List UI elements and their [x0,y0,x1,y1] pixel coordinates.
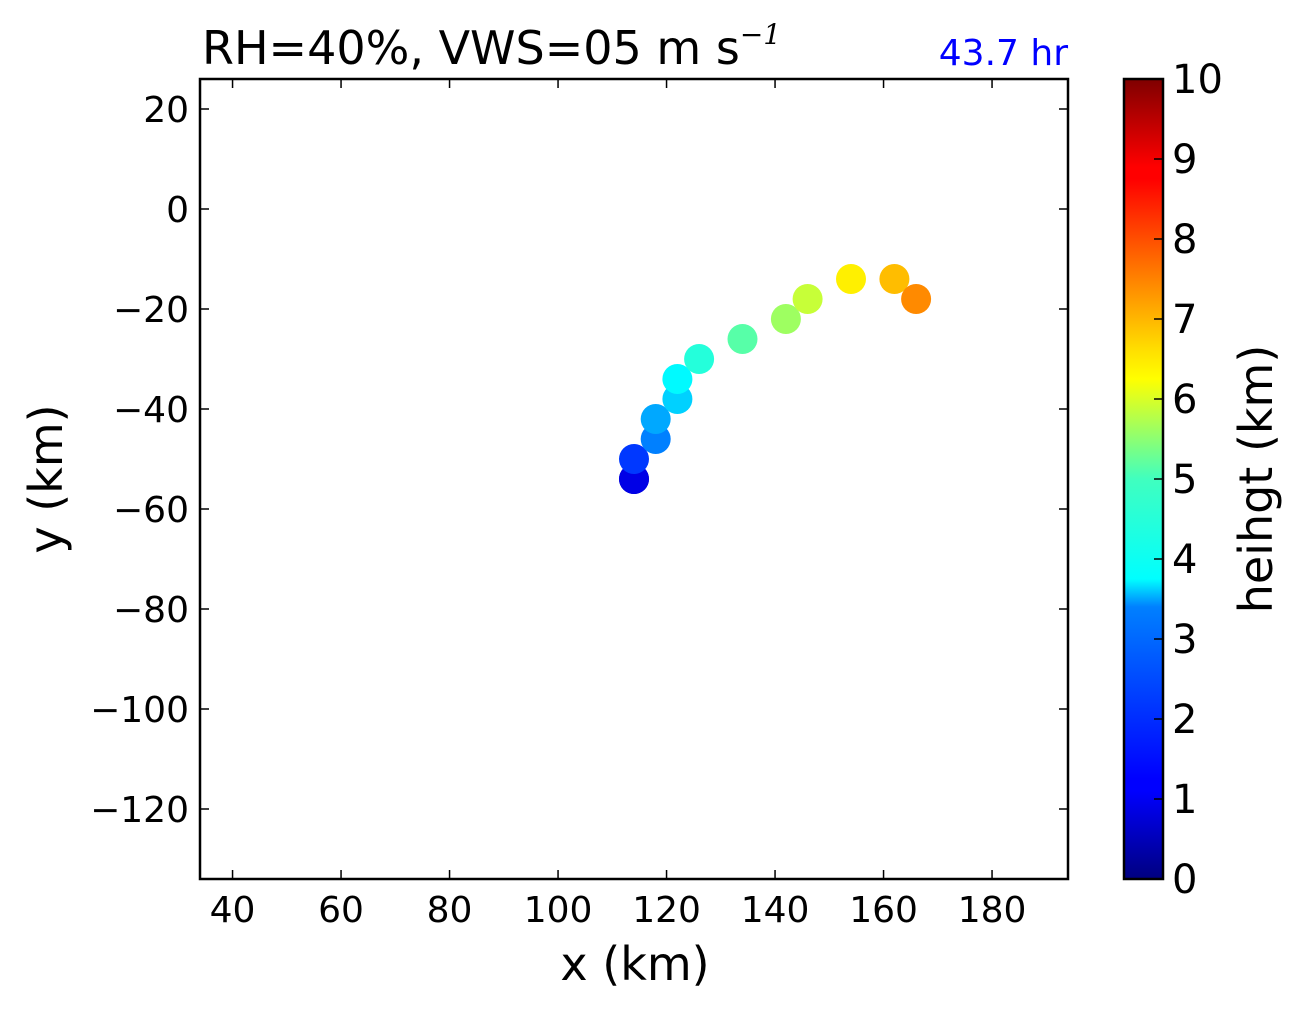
y-tick-label: −60 [113,490,189,531]
colorbar-tick-label: 8 [1172,217,1197,263]
y-tick-label: −80 [113,590,189,631]
colorbar-tick-label: 9 [1172,137,1197,183]
scatter-points [619,264,932,494]
y-tick-label: −40 [113,390,189,431]
colorbar-tick-label: 1 [1172,777,1197,823]
y-axis-ticks: 20 0 −20 −40 −60 −80 −100 −120 [90,90,1068,831]
x-tick-label: 60 [318,890,364,931]
data-point [640,404,671,434]
colorbar-tick-label: 6 [1172,377,1197,423]
chart-title: RH=40%, VWS=05 m s−1 [202,18,781,75]
plot-frame [198,77,1070,881]
data-point [879,264,910,294]
colorbar-tick-label: 7 [1172,297,1197,343]
y-tick-label: 0 [166,190,189,231]
y-tick-label: −100 [90,690,189,731]
colorbar-tick-label: 5 [1172,457,1197,503]
y-tick-label: −20 [113,290,189,331]
x-tick-label: 80 [427,890,473,931]
data-point [836,264,866,294]
colorbar-ticks: 0 1 2 3 4 5 6 7 8 9 10 [1154,57,1223,903]
colorbar-tick-label: 10 [1172,57,1223,103]
x-axis-ticks: 40 60 80 100 120 140 160 180 [210,79,1027,931]
data-point [684,344,715,374]
colorbar-tick-label: 4 [1172,537,1197,583]
x-tick-label: 100 [524,890,593,931]
colorbar-tick-label: 0 [1172,857,1197,903]
data-point [770,304,801,334]
chart-title-superscript: −1 [740,18,781,51]
data-point [901,284,932,314]
x-tick-label: 140 [741,890,810,931]
data-point [727,324,758,354]
y-axis-label: y (km) [19,404,73,553]
x-tick-label: 120 [632,890,701,931]
x-tick-label: 160 [849,890,918,931]
colorbar-label: heihgt (km) [1229,345,1283,614]
y-tick-label: 20 [143,90,189,131]
data-point [662,364,693,394]
x-tick-label: 40 [210,890,256,931]
x-axis-label: x (km) [560,937,709,991]
y-tick-label: −120 [90,790,189,831]
time-label: 43.7 hr [939,33,1068,74]
x-tick-label: 180 [958,890,1027,931]
colorbar-tick-label: 3 [1172,617,1197,663]
colorbar-tick-label: 2 [1172,697,1197,743]
data-point [619,444,649,474]
data-point [792,284,823,314]
chart-title-main: RH=40%, VWS=05 m s [202,21,740,75]
